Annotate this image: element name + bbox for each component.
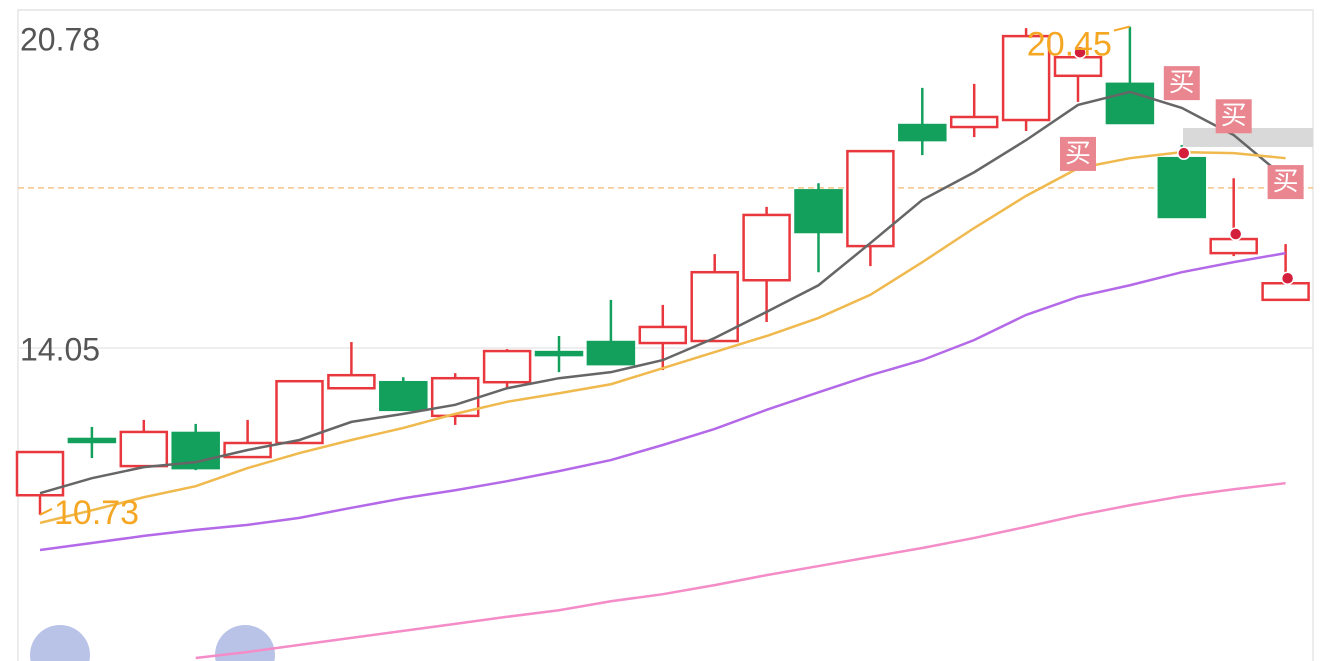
signal-label: 买: [1065, 138, 1091, 168]
signal-badge: [1267, 165, 1304, 200]
signal-badge: [1163, 66, 1200, 101]
signal-label: 买: [1169, 67, 1195, 97]
candle-body: [119, 430, 169, 468]
signal-badge: [1060, 136, 1096, 171]
moving-average-line: [39, 251, 1286, 552]
candle-body: [949, 115, 999, 129]
toolbar-icon[interactable]: [30, 625, 90, 661]
candle-body: [638, 325, 688, 345]
moving-average-line: [195, 481, 1286, 660]
signal-dot: [1073, 45, 1087, 59]
low-label: 10.73: [54, 494, 139, 532]
signal-label: 买: [1273, 166, 1299, 196]
toolbar-icon[interactable]: [215, 625, 275, 661]
candle-body: [1157, 156, 1207, 219]
high-pointer: [1113, 25, 1131, 32]
candle-body: [275, 379, 324, 445]
candle-body: [379, 380, 428, 412]
candle-body: [482, 349, 532, 384]
candle-body: [1105, 82, 1155, 125]
moving-average-line: [39, 90, 1287, 495]
candle-body: [534, 350, 584, 357]
signal-dot: [1228, 227, 1243, 241]
low-pointer: [39, 507, 53, 516]
candle-body: [67, 437, 117, 444]
candle-body: [1261, 282, 1310, 302]
candle-body: [794, 189, 843, 234]
candle-body: [898, 123, 947, 142]
candle-body: [742, 213, 791, 282]
signal-badge: [1215, 99, 1252, 134]
high-label: 20.45: [1027, 26, 1112, 64]
candle-body: [846, 149, 895, 248]
price-tag: [1183, 128, 1313, 147]
candle-body: [1209, 237, 1258, 255]
signal-dot: [1177, 146, 1191, 160]
y-tick-label: 14.05: [20, 332, 100, 368]
candle-body: [586, 340, 636, 366]
signal-label: 买: [1221, 100, 1247, 130]
y-tick-label: 20.78: [20, 21, 100, 57]
candle-body: [1001, 34, 1051, 122]
signal-dot: [1280, 271, 1295, 286]
candle-body: [327, 373, 376, 390]
